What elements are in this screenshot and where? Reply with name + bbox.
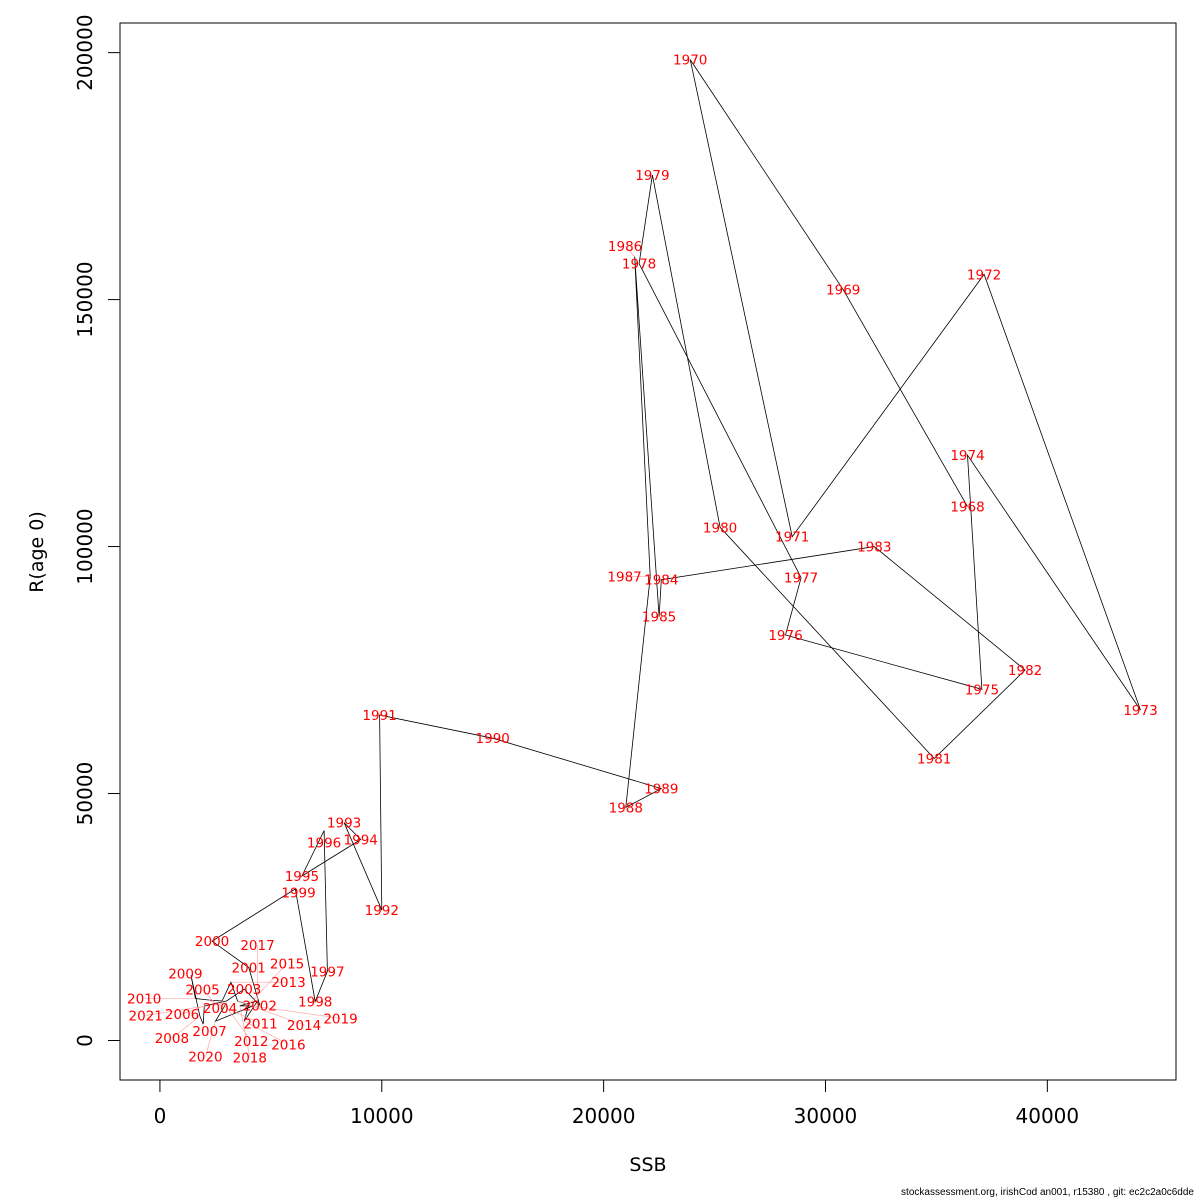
year-label-1995: 1995 <box>285 869 319 885</box>
year-label-2004: 2004 <box>203 1001 237 1017</box>
y-tick-label: 0 <box>73 1034 97 1047</box>
year-label-2014: 2014 <box>287 1018 321 1034</box>
year-label-1982: 1982 <box>1008 663 1042 679</box>
footer-credit: stockassessment.org, irishCod an001, r15… <box>901 1187 1194 1198</box>
leader-line-2012 <box>221 1000 252 1042</box>
year-label-2018: 2018 <box>233 1051 267 1067</box>
year-label-1980: 1980 <box>703 520 737 536</box>
year-label-2001: 2001 <box>232 960 266 976</box>
year-label-1974: 1974 <box>950 448 984 464</box>
year-label-1971: 1971 <box>775 530 809 546</box>
year-label-1977: 1977 <box>784 571 818 587</box>
trajectory-line <box>190 59 1141 1025</box>
year-label-1981: 1981 <box>917 752 951 768</box>
leader-line-2005 <box>202 989 216 1004</box>
leader-line-1986 <box>624 246 635 257</box>
leader-line-2006 <box>182 1005 205 1015</box>
year-label-2010: 2010 <box>127 992 161 1008</box>
year-label-2015: 2015 <box>270 956 304 972</box>
x-axis-label: SSB <box>629 1154 666 1176</box>
year-label-1985: 1985 <box>642 610 676 626</box>
leader-line-2014 <box>237 1000 305 1026</box>
year-label-2005: 2005 <box>185 983 219 999</box>
year-label-1989: 1989 <box>644 782 678 798</box>
leader-line-2016 <box>244 1020 289 1045</box>
y-tick-label: 100000 <box>73 508 97 584</box>
x-tick-label: 10000 <box>350 1104 414 1128</box>
leader-line-2021 <box>145 1002 227 1016</box>
year-label-1970: 1970 <box>673 53 707 69</box>
year-label-2007: 2007 <box>192 1024 226 1040</box>
year-label-1998: 1998 <box>298 995 332 1011</box>
year-label-1968: 1968 <box>950 500 984 516</box>
year-label-2016: 2016 <box>271 1037 305 1053</box>
leader-line-2019 <box>253 1005 341 1019</box>
y-axis-label: R(age 0) <box>26 511 48 593</box>
x-tick-label: 40000 <box>1016 1104 1080 1128</box>
year-label-1991: 1991 <box>362 708 396 724</box>
year-label-1996: 1996 <box>307 836 341 852</box>
year-label-1987: 1987 <box>607 570 641 586</box>
year-label-1993: 1993 <box>327 816 361 832</box>
year-label-1978: 1978 <box>622 257 656 273</box>
x-tick-label: 30000 <box>794 1104 858 1128</box>
x-tick-label: 20000 <box>572 1104 636 1128</box>
year-label-2013: 2013 <box>271 975 305 991</box>
year-label-1973: 1973 <box>1123 703 1157 719</box>
x-axis: 0 10000 20000 30000 40000 <box>154 1079 1080 1128</box>
year-label-1986: 1986 <box>608 239 642 255</box>
year-label-2002: 2002 <box>243 998 277 1014</box>
year-label-2020: 2020 <box>188 1050 222 1066</box>
year-label-1979: 1979 <box>635 168 669 184</box>
year-label-2000: 2000 <box>195 934 229 950</box>
year-label-2009: 2009 <box>168 966 202 982</box>
year-label-1992: 1992 <box>365 903 399 919</box>
year-label-2006: 2006 <box>165 1007 199 1023</box>
year-label-1984: 1984 <box>644 573 678 589</box>
year-label-2011: 2011 <box>243 1017 277 1033</box>
leader-line-2008 <box>171 1016 201 1039</box>
year-label-1988: 1988 <box>609 800 643 816</box>
year-label-2012: 2012 <box>234 1034 268 1050</box>
leader-line-2018 <box>239 1005 251 1058</box>
year-label-1975: 1975 <box>965 682 999 698</box>
year-labels: 1968 1969 1970 1971 1972 1973 1974 1975 1976 1977… <box>127 53 1158 1067</box>
year-label-1990: 1990 <box>476 731 510 747</box>
year-label-2019: 2019 <box>323 1011 357 1027</box>
year-label-2003: 2003 <box>227 982 261 998</box>
year-label-2017: 2017 <box>240 938 274 954</box>
leader-line-2015 <box>248 963 288 1006</box>
leader-line-2011 <box>208 999 261 1024</box>
x-tick-label: 0 <box>154 1104 167 1128</box>
year-label-1976: 1976 <box>768 628 802 644</box>
year-label-1972: 1972 <box>967 267 1001 283</box>
year-label-2021: 2021 <box>129 1008 163 1024</box>
leader-line-2020 <box>205 1021 216 1057</box>
year-label-1969: 1969 <box>826 283 860 299</box>
year-label-1994: 1994 <box>344 833 378 849</box>
label-leader-lines <box>144 246 651 1058</box>
y-tick-label: 150000 <box>73 261 97 337</box>
year-label-1983: 1983 <box>857 540 891 556</box>
y-tick-label: 50000 <box>73 762 97 826</box>
year-label-2008: 2008 <box>155 1031 189 1047</box>
year-label-1999: 1999 <box>281 885 315 901</box>
y-tick-label: 200000 <box>73 14 97 90</box>
year-label-1997: 1997 <box>310 964 344 980</box>
y-axis: 0 50000 100000 150000 200000 <box>73 14 121 1047</box>
